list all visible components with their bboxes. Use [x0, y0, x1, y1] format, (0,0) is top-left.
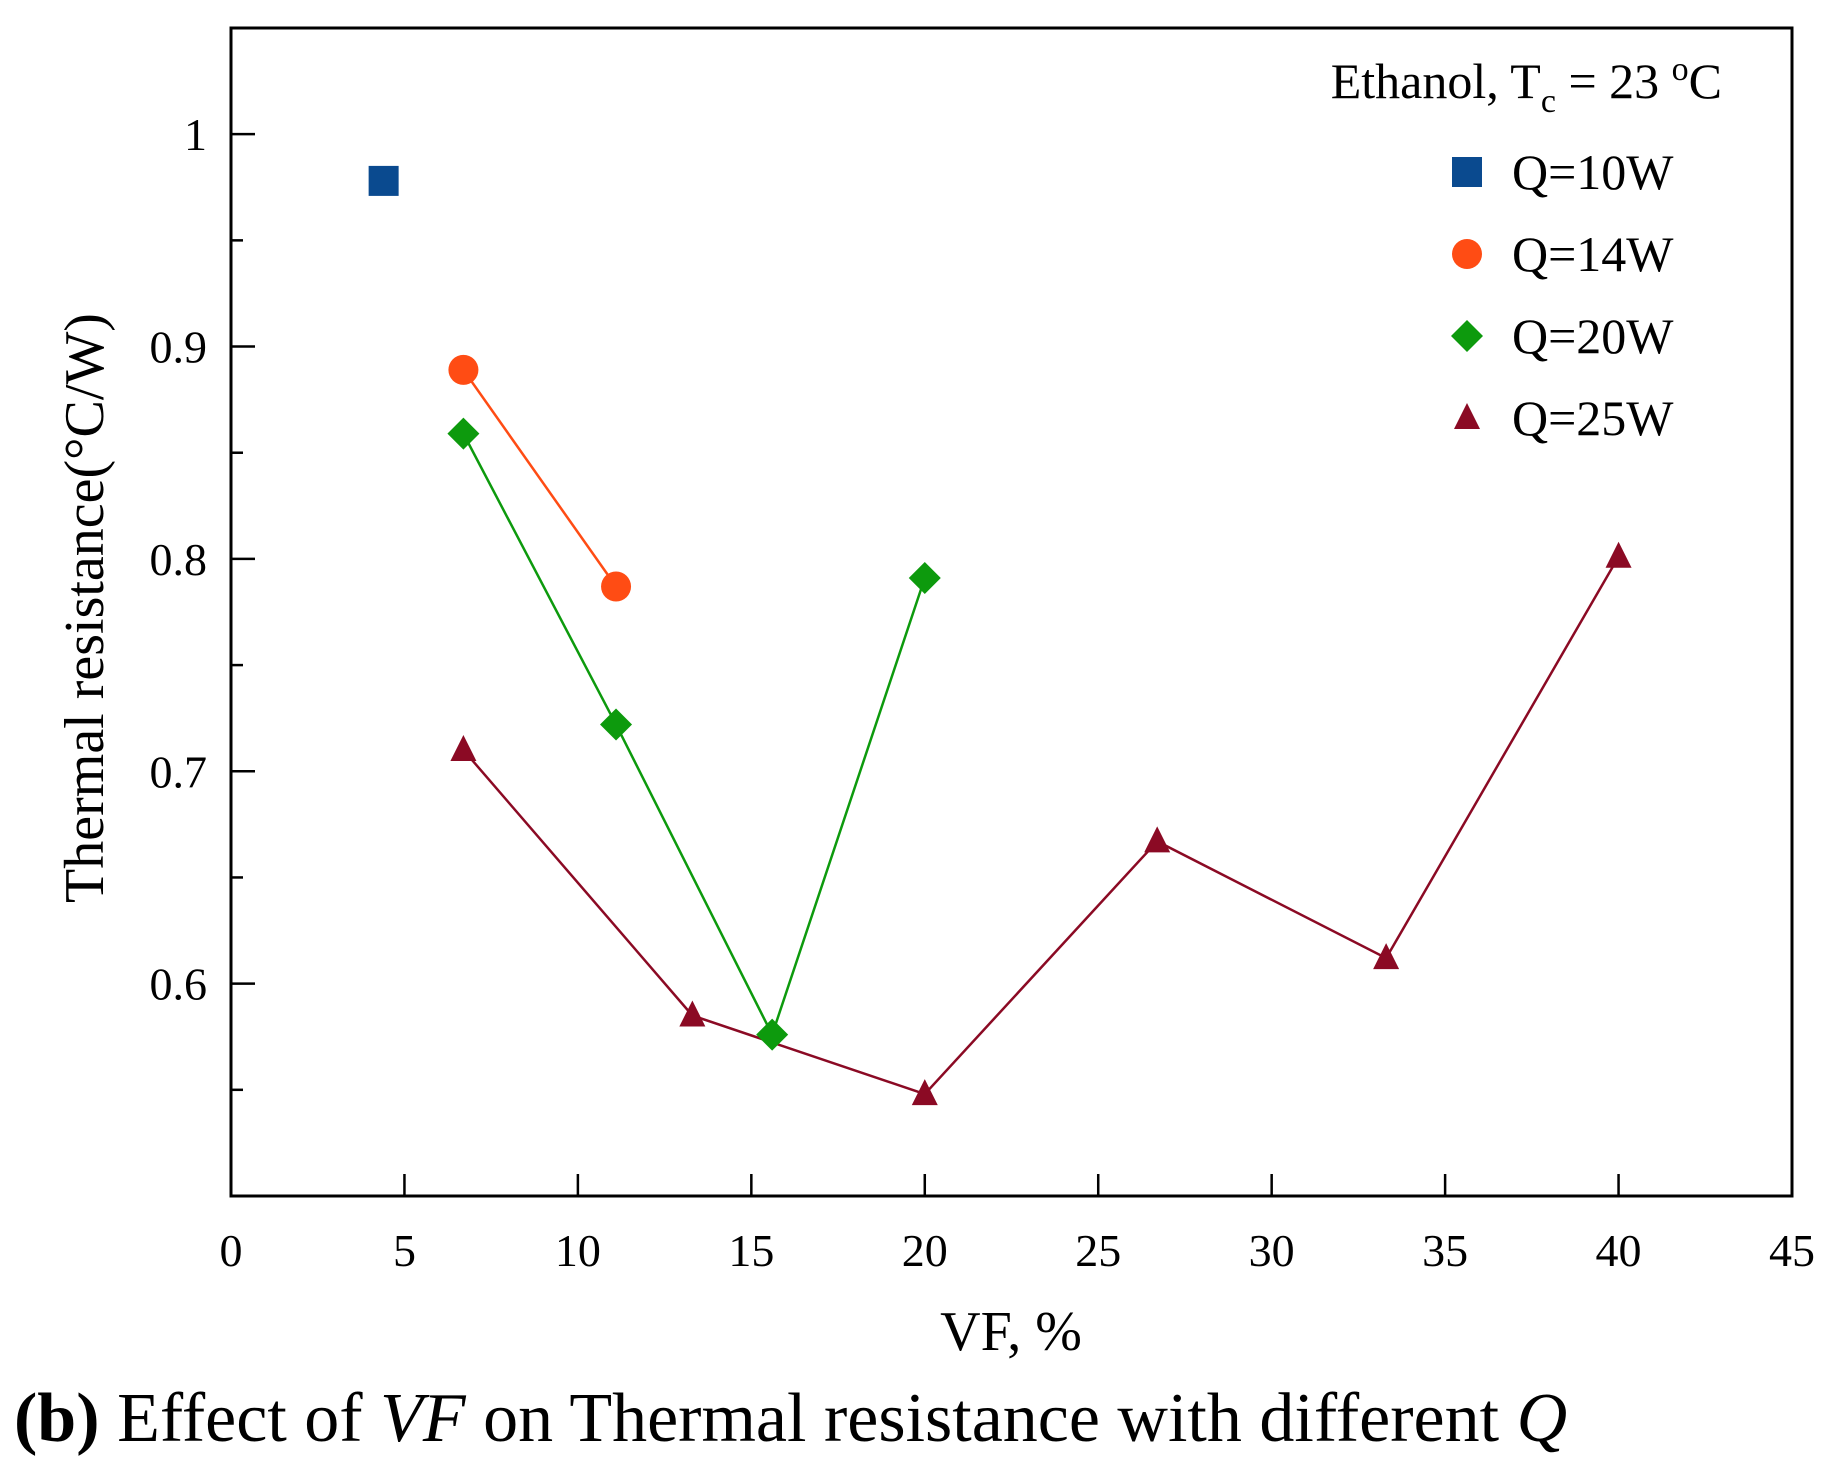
data-point-q-14w: [601, 571, 632, 602]
caption-text-before: Effect of: [99, 1380, 381, 1457]
series-line-q-14w: [462, 369, 618, 588]
data-point-q-14w: [448, 354, 479, 385]
legend-label-q-20w: Q=20W: [1512, 308, 1674, 364]
y-tick-label: 0.8: [150, 534, 208, 585]
data-point-q-25w: [679, 1000, 706, 1027]
x-tick-label: 0: [220, 1225, 243, 1276]
x-tick-label: 5: [393, 1225, 416, 1276]
caption-text-middle: on Thermal resistance with different: [465, 1380, 1517, 1457]
axis-ticks: [229, 132, 1794, 1196]
annotation-subscript: c: [1541, 83, 1556, 120]
annotation-prefix: Ethanol, T: [1331, 53, 1541, 109]
x-tick-label: 15: [728, 1225, 774, 1276]
y-tick-label: 0.6: [150, 959, 208, 1010]
x-tick-label: 20: [902, 1225, 948, 1276]
legend-marker-q-14w: [1452, 239, 1482, 269]
y-tick-labels: 0.6 0.7 0.8 0.9 1: [150, 109, 208, 1009]
plot-frame: [229, 26, 1794, 1198]
thermal-resistance-chart: 0 5 10 15 20 25 30 35 40 45 0.6 0.7 0.8 0.9 1 VF, % T…: [54, 26, 1816, 1363]
x-tick-label: 25: [1075, 1225, 1121, 1276]
caption-label: (b): [14, 1380, 100, 1457]
series-line-q-20w: [462, 433, 926, 1038]
series-markers: [368, 165, 1632, 1106]
legend-marker-q-10w: [1452, 157, 1482, 187]
annotation-suffix: = 23: [1556, 53, 1672, 109]
x-tick-label: 10: [555, 1225, 601, 1276]
x-tick-label: 35: [1422, 1225, 1468, 1276]
figure-caption: (b) Effect of VF on Thermal resistance w…: [14, 1378, 1824, 1460]
data-point-q-10w: [368, 165, 399, 196]
data-point-q-20w: [756, 1018, 789, 1051]
y-tick-label: 0.7: [150, 746, 208, 797]
series-lines: [462, 369, 1620, 1096]
legend-marker-q-25w: [1454, 403, 1480, 429]
data-point-q-25w: [911, 1079, 938, 1106]
x-tick-label: 45: [1769, 1225, 1815, 1276]
data-point-q-20w: [908, 562, 941, 595]
y-tick-label: 1: [184, 109, 207, 160]
legend-label-q-14w: Q=14W: [1512, 226, 1674, 282]
x-axis-title: VF, %: [940, 1301, 1082, 1363]
series-line-q-25w: [462, 556, 1620, 1096]
data-point-q-25w: [1373, 943, 1400, 970]
caption-italic-q: Q: [1516, 1380, 1568, 1457]
x-tick-label: 30: [1249, 1225, 1295, 1276]
caption-italic-vf: VF: [380, 1380, 466, 1457]
data-point-q-25w: [1605, 541, 1632, 568]
legend-label-q-10w: Q=10W: [1512, 144, 1674, 200]
legend-marker-q-20w: [1451, 320, 1483, 352]
data-point-q-25w: [1144, 826, 1171, 853]
annotation-superscript: o: [1672, 51, 1689, 88]
annotation-unit: C: [1689, 53, 1722, 109]
x-tick-labels: 0 5 10 15 20 25 30 35 40 45: [220, 1225, 1816, 1276]
y-axis-title: Thermal resistance(°C/W): [54, 313, 116, 903]
x-tick-label: 40: [1596, 1225, 1642, 1276]
legend: Q=10W Q=14W Q=20W Q=25W: [1451, 144, 1674, 446]
data-point-q-25w: [450, 735, 477, 762]
legend-label-q-25w: Q=25W: [1512, 390, 1674, 446]
chart-annotation: Ethanol, Tc = 23 oC: [1331, 51, 1722, 120]
y-tick-label: 0.9: [150, 322, 208, 373]
data-point-q-20w: [600, 708, 633, 741]
data-point-q-20w: [447, 417, 480, 450]
